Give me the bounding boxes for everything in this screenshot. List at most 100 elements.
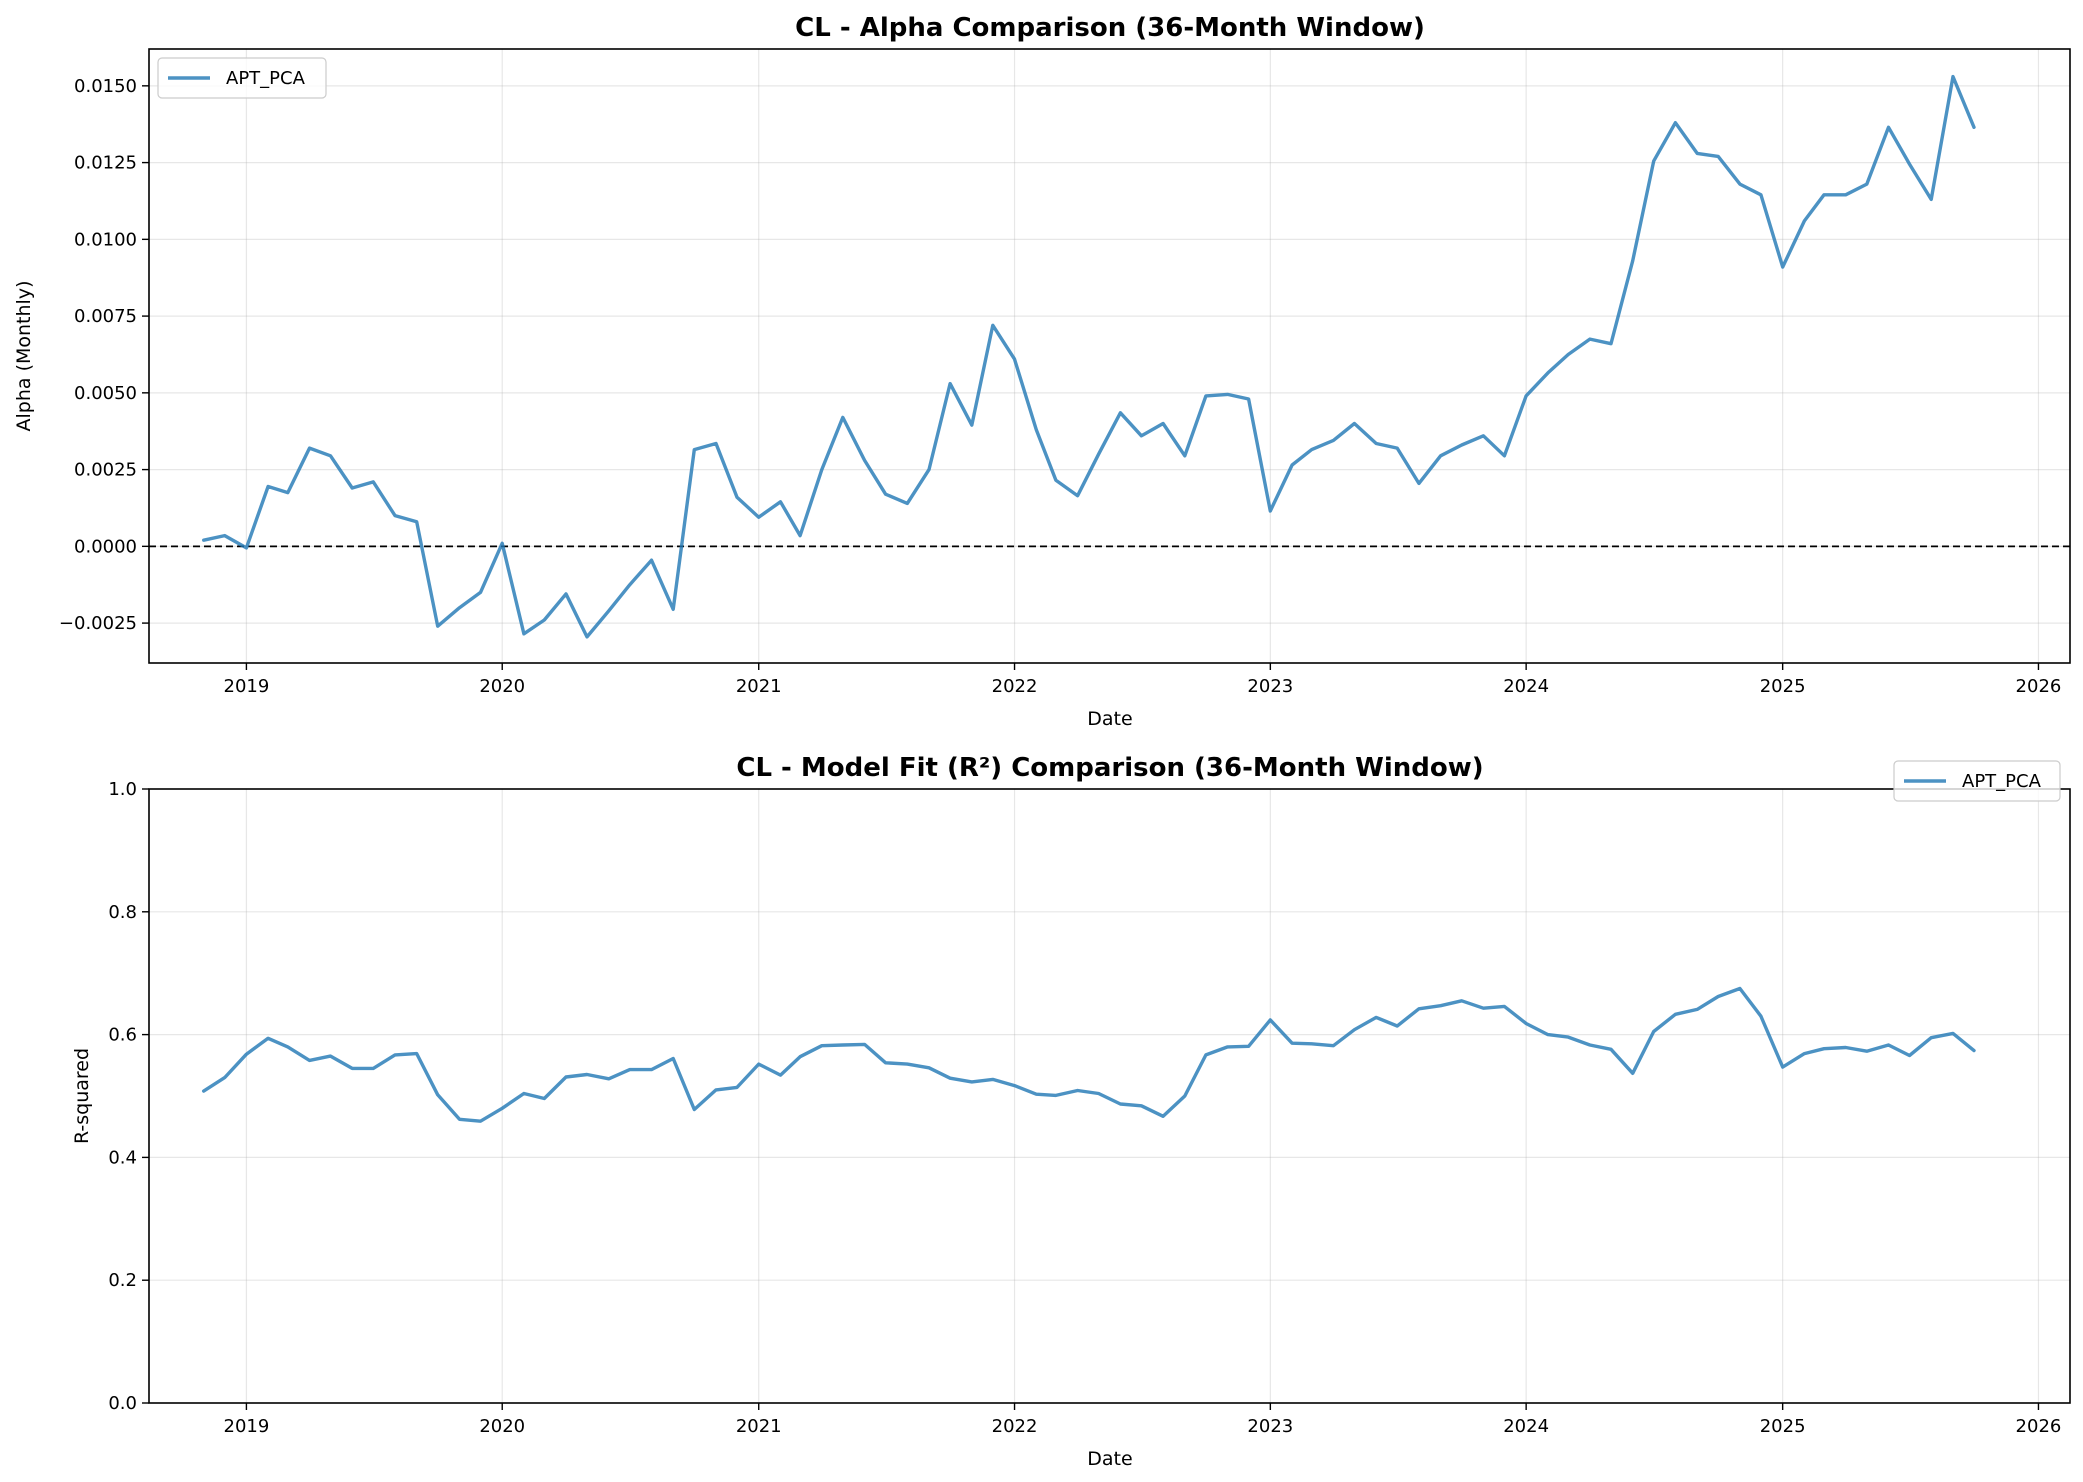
alpha-data-point	[1332, 439, 1335, 442]
r2-data-point	[1013, 1084, 1016, 1087]
alpha-data-point	[1013, 358, 1016, 361]
r2-data-point	[1803, 1052, 1806, 1055]
alpha-gridlines	[149, 49, 2070, 663]
r2-data-point	[1717, 995, 1720, 998]
r2-data-point	[1417, 1007, 1420, 1010]
alpha-data-point	[970, 424, 973, 427]
alpha-data-point	[458, 606, 461, 609]
r2-data-point	[779, 1074, 782, 1077]
alpha-data-point	[1183, 454, 1186, 457]
alpha-y-tick-label: 0.0025	[74, 460, 137, 481]
r2-data-point	[1844, 1046, 1847, 1049]
r2-data-point	[1822, 1047, 1825, 1050]
r2-data-point	[286, 1045, 289, 1048]
r2-data-point	[1865, 1050, 1868, 1053]
alpha-data-point	[329, 454, 332, 457]
r2-x-tick-label: 2022	[992, 1416, 1038, 1437]
alpha-data-point	[1972, 126, 1975, 129]
alpha-legend-label: APT_PCA	[226, 68, 306, 89]
r2-x-tick-label: 2021	[736, 1416, 782, 1437]
r2-data-point	[841, 1043, 844, 1046]
r2-y-tick-label: 0.2	[108, 1270, 137, 1291]
r2-legend: APT_PCA	[1893, 760, 2061, 802]
alpha-data-point	[1269, 509, 1272, 512]
r2-y-tick-label: 0.6	[108, 1025, 137, 1046]
r2-data-point	[906, 1063, 909, 1066]
r2-x-tick-label: 2019	[224, 1416, 270, 1437]
r2-data-point	[543, 1097, 546, 1100]
alpha-series-points	[202, 75, 1976, 639]
alpha-data-point	[245, 546, 248, 549]
r2-data-point	[522, 1092, 525, 1095]
r2-x-tick-label: 2020	[479, 1416, 525, 1437]
alpha-legend-box	[157, 57, 327, 99]
r2-data-point	[820, 1044, 823, 1047]
r2-data-point	[884, 1061, 887, 1064]
alpha-data-point	[820, 468, 823, 471]
r2-x-tick-label: 2024	[1503, 1416, 1549, 1437]
alpha-data-point	[479, 591, 482, 594]
r2-y-tick-label: 1.0	[108, 779, 137, 800]
alpha-data-point	[1460, 443, 1463, 446]
alpha-data-point	[1887, 126, 1890, 129]
r2-data-point	[1503, 1005, 1506, 1008]
alpha-data-point	[607, 609, 610, 612]
alpha-data-point	[415, 520, 418, 523]
alpha-data-point	[1310, 448, 1313, 451]
alpha-data-point	[372, 480, 375, 483]
r2-data-point	[1460, 999, 1463, 1002]
alpha-data-point	[1162, 422, 1165, 425]
r2-data-point	[1162, 1115, 1165, 1118]
r2-data-point	[1674, 1013, 1677, 1016]
alpha-data-point	[351, 486, 354, 489]
alpha-x-tick-label: 2022	[992, 676, 1038, 697]
r2-data-point	[1226, 1045, 1229, 1048]
r2-data-point	[351, 1067, 354, 1070]
alpha-x-tick-label: 2024	[1503, 676, 1549, 697]
alpha-legend: APT_PCA	[157, 57, 327, 99]
r2-data-point	[927, 1066, 930, 1069]
alpha-chart-title: CL - Alpha Comparison (36-Month Window)	[795, 13, 1425, 43]
r2-data-point	[1781, 1066, 1784, 1069]
r2-data-point	[970, 1080, 973, 1083]
r2-x-tick-label: 2023	[1247, 1416, 1293, 1437]
alpha-data-point	[949, 382, 952, 385]
r2-data-point	[1567, 1036, 1570, 1039]
r2-x-tick-label: 2025	[1760, 1416, 1806, 1437]
alpha-x-ticks: 2019 2020 2021 2022 2023 2024 2025 2026	[224, 663, 2061, 697]
r2-data-point	[1738, 987, 1741, 990]
r2-data-point	[223, 1076, 226, 1079]
r2-data-point	[991, 1078, 994, 1081]
alpha-data-point	[1097, 453, 1100, 456]
r2-data-point	[714, 1088, 717, 1091]
r2-legend-label: APT_PCA	[1962, 771, 2042, 792]
r2-data-point	[1696, 1008, 1699, 1011]
r2-data-point	[372, 1067, 375, 1070]
alpha-data-point	[1951, 75, 1954, 78]
alpha-data-point	[757, 516, 760, 519]
r2-y-tick-label: 0.0	[108, 1393, 137, 1414]
r2-data-point	[585, 1073, 588, 1076]
alpha-x-axis-label: Date	[1087, 708, 1132, 730]
r2-data-point	[1310, 1042, 1313, 1045]
r2-data-point	[1759, 1015, 1762, 1018]
alpha-x-tick-label: 2023	[1247, 676, 1293, 697]
alpha-data-point	[650, 559, 653, 562]
alpha-data-point	[906, 502, 909, 505]
r2-data-point	[501, 1107, 504, 1110]
alpha-data-point	[1844, 193, 1847, 196]
r2-data-point	[1930, 1036, 1933, 1039]
alpha-data-point	[672, 608, 675, 611]
r2-data-point	[308, 1059, 311, 1062]
alpha-data-point	[1908, 163, 1911, 166]
r2-data-point	[1183, 1094, 1186, 1097]
r2-data-point	[479, 1120, 482, 1123]
r2-data-point	[1247, 1045, 1250, 1048]
r2-data-point	[1119, 1102, 1122, 1105]
alpha-data-point	[1696, 152, 1699, 155]
alpha-y-tick-label: 0.0125	[74, 153, 137, 174]
r2-series-line-apt-pca	[201, 986, 1976, 1123]
alpha-data-point	[1930, 198, 1933, 201]
alpha-y-tick-label: 0.0100	[74, 229, 137, 250]
r2-data-point	[329, 1055, 332, 1058]
